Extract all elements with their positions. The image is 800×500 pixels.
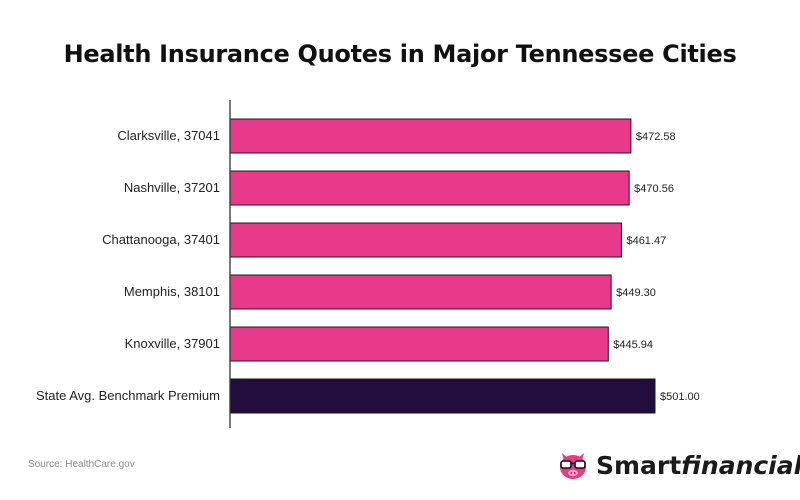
smartfinancial-logo[interactable]: Smartfinancial (556, 448, 800, 482)
category-label-4: Knoxville, 37901 (125, 336, 220, 351)
category-label-5: State Avg. Benchmark Premium (36, 388, 220, 403)
category-label-1: Nashville, 37201 (124, 180, 220, 195)
bar-0 (229, 118, 632, 154)
category-label-2: Chattanooga, 37401 (102, 232, 220, 247)
value-label-4: $445.94 (613, 339, 653, 351)
pig-with-glasses-icon (560, 453, 586, 479)
value-label-2: $461.47 (626, 235, 666, 247)
bar-1 (229, 170, 630, 206)
chart-title: Health Insurance Quotes in Major Tenness… (63, 40, 737, 68)
value-label-1: $470.56 (634, 183, 674, 195)
bar-2 (229, 222, 622, 258)
logo-wordmark: Smartfinancial (596, 450, 800, 480)
bar-3 (229, 274, 612, 310)
category-label-3: Memphis, 38101 (124, 284, 220, 299)
source-note: Source: HealthCare.gov (28, 459, 135, 470)
bar-5 (229, 378, 656, 414)
value-label-0: $472.58 (636, 131, 676, 143)
value-label-5: $501.00 (660, 391, 700, 403)
bar-4 (229, 326, 609, 362)
category-label-0: Clarksville, 37041 (117, 128, 220, 143)
value-label-3: $449.30 (616, 287, 656, 299)
